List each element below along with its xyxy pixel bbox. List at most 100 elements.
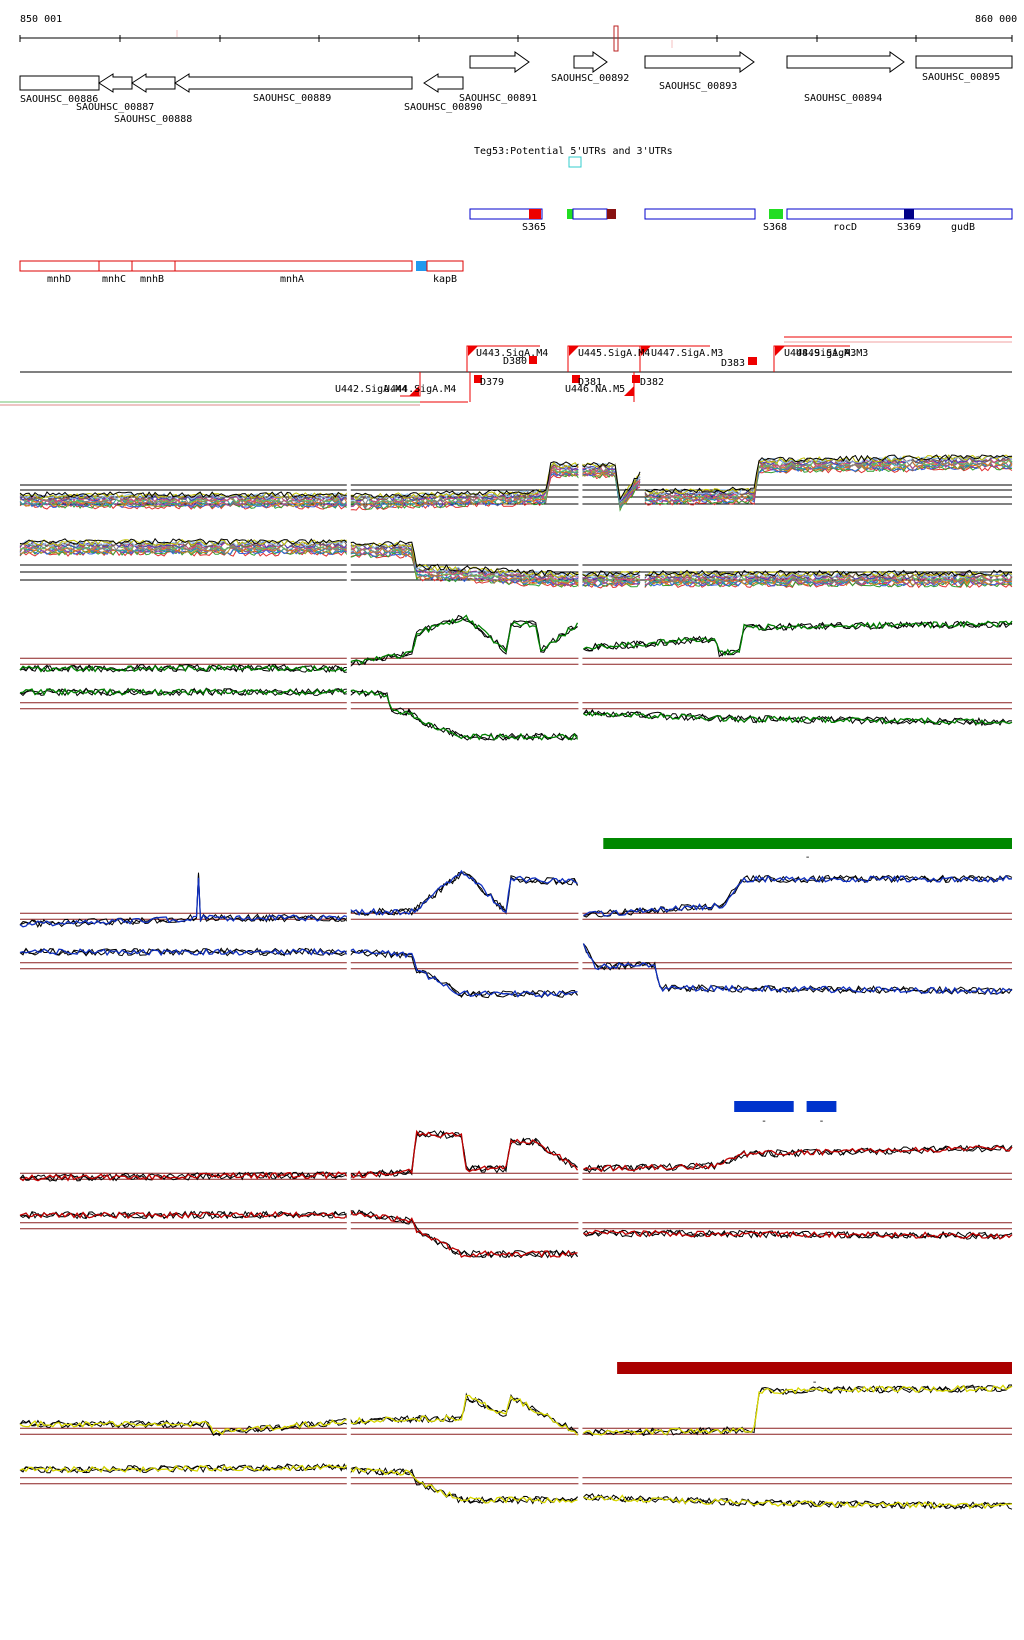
expression-line (19, 614, 579, 673)
operon-labels: mnhD mnhC mnhB mnhA kapB (47, 274, 457, 285)
promoter-label: U448.SigA.M3 (784, 348, 856, 359)
teg53-box[interactable] (568, 156, 582, 168)
expression-line (644, 569, 1013, 577)
expression-line (583, 708, 1013, 726)
srna-box[interactable] (644, 208, 756, 220)
expression-line (583, 1229, 1013, 1240)
gene-arrow[interactable] (19, 75, 100, 91)
multi-condition-expression-track (19, 450, 1013, 605)
gene-arrow[interactable] (573, 51, 608, 73)
operon-label: mnhD (47, 274, 71, 285)
expression-line (583, 1493, 1013, 1510)
gene-label: SAOUHSC_00891 (459, 93, 537, 104)
operon-box[interactable] (98, 260, 133, 272)
teg53-label: Teg53:Potential 5'UTRs and 3'UTRs (474, 146, 673, 157)
array-gap (346, 865, 351, 1005)
promoter-bracket (639, 345, 710, 372)
terminator-marker (748, 357, 757, 365)
gene-arrow[interactable] (423, 73, 464, 93)
srna-label: gudB (951, 222, 975, 233)
expression-line (19, 1464, 578, 1504)
operon-box[interactable] (426, 260, 464, 272)
condition-bar-label: - (812, 1377, 818, 1388)
array-gap (346, 450, 351, 605)
operon-box[interactable] (19, 260, 100, 272)
condition-bar[interactable] (806, 1101, 837, 1112)
gene-label: SAOUHSC_00893 (659, 81, 737, 92)
array-gap (578, 1125, 583, 1265)
expression-line (19, 614, 578, 673)
expression-line (583, 620, 1013, 656)
condition-bar[interactable] (734, 1101, 794, 1112)
expression-line (19, 1463, 578, 1505)
srna-box[interactable] (786, 208, 1013, 220)
expression-line (19, 473, 641, 511)
condition-bar-label: - (805, 852, 811, 863)
ruler-ticks (19, 35, 1013, 42)
gene-arrow[interactable] (786, 51, 905, 73)
promoter-label: U449.SigA.M3 (796, 348, 868, 359)
expression-line (19, 1393, 578, 1437)
promoter-flag (468, 346, 478, 356)
expression-line (644, 454, 1013, 495)
promoter-label: U443.SigA.M4 (476, 348, 548, 359)
expression-line (583, 711, 1013, 725)
terminator-marker (529, 356, 537, 364)
promoter-flag (641, 346, 651, 356)
array-gap (346, 610, 351, 745)
srna-box[interactable] (572, 208, 608, 220)
promoter-bracket (567, 345, 640, 372)
srna-marker (904, 209, 914, 219)
operon-box[interactable] (131, 260, 176, 272)
condition-bar[interactable] (603, 838, 1012, 849)
srna-marker (529, 209, 541, 219)
promoter-bracket (773, 345, 850, 372)
expression-line (583, 1384, 1013, 1436)
expression-line (583, 1494, 1013, 1510)
condition-bar-label: - (761, 1116, 767, 1127)
operon-label: mnhB (140, 274, 164, 285)
gene-arrow[interactable] (131, 73, 176, 93)
promoter-label: U447.SigA.M3 (651, 348, 723, 359)
expression-line (644, 456, 1013, 497)
expression-line (19, 947, 578, 999)
gene-label: SAOUHSC_00887 (76, 102, 154, 113)
srna-box[interactable] (469, 208, 543, 220)
expression-line (19, 869, 578, 928)
gene-arrow[interactable] (174, 73, 413, 93)
expression-line (19, 1209, 578, 1258)
gene-label: SAOUHSC_00895 (922, 72, 1000, 83)
coordinate-ruler: 850 001 860 000 (19, 14, 1017, 52)
gene-arrow[interactable] (644, 51, 755, 73)
operon-track (19, 260, 464, 272)
ruler-position-marker[interactable] (613, 25, 619, 52)
promoter-label: D382 (640, 377, 664, 388)
srna-label: S369 (897, 222, 921, 233)
gene-label: SAOUHSC_00894 (804, 93, 882, 104)
srna-label: rocD (833, 222, 857, 233)
operon-box[interactable] (174, 260, 413, 272)
expression-line (19, 1210, 578, 1259)
array-gap (346, 1380, 351, 1520)
terminator-marker (572, 375, 580, 383)
expression-line (19, 1129, 579, 1182)
terminator-marker (632, 375, 640, 383)
gene-arrow[interactable] (915, 55, 1013, 69)
array-gap (578, 450, 583, 605)
expression-line (19, 687, 578, 741)
expression-line (19, 465, 641, 503)
promoter-flag (409, 386, 419, 396)
srna-label: S365 (522, 222, 546, 233)
expression-line (19, 687, 579, 741)
expression-line (583, 1229, 1013, 1240)
condition-bar[interactable] (617, 1362, 1012, 1374)
gene-arrow[interactable] (98, 73, 133, 93)
red-expression-track (19, 1125, 1013, 1265)
srna-label: S368 (763, 222, 787, 233)
promoter-label: D383 (721, 358, 745, 369)
gene-label: SAOUHSC_00892 (551, 73, 629, 84)
expression-line (583, 709, 1013, 727)
gene-arrow[interactable] (469, 51, 530, 73)
expression-line (19, 537, 641, 578)
